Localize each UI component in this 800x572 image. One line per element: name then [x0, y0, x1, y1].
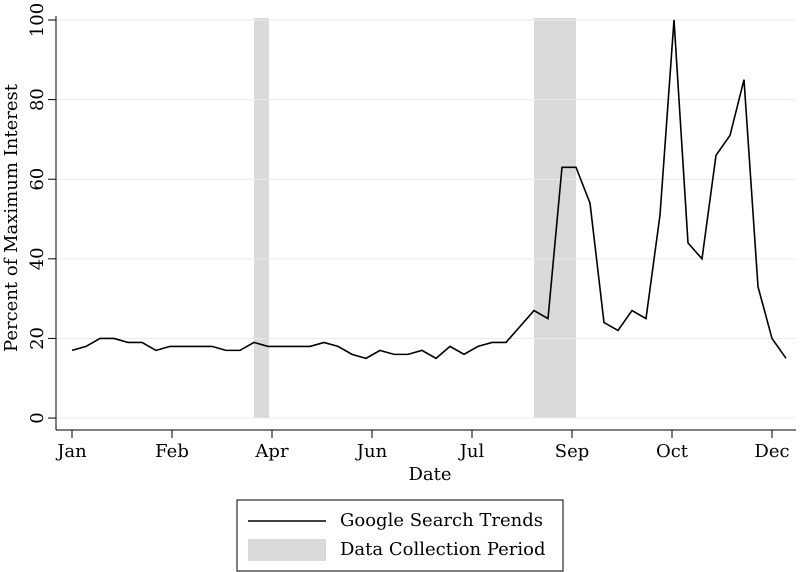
x-tick-label: Dec: [754, 441, 789, 462]
x-tick-label: Apr: [254, 441, 289, 462]
y-axis-title: Percent of Maximum Interest: [1, 83, 22, 352]
y-tick-label: 100: [27, 3, 48, 37]
shaded-period: [534, 18, 576, 419]
data-line: [71, 19, 787, 360]
x-tick-label: Jul: [458, 441, 485, 462]
y-tick-label: 80: [27, 88, 48, 111]
legend-label: Data Collection Period: [340, 539, 546, 560]
x-tick-label: Jan: [55, 441, 87, 462]
legend-swatch-band: [248, 539, 326, 561]
shaded-period: [254, 18, 269, 419]
y-tick-label: 0: [27, 412, 48, 423]
x-tick-label: Sep: [555, 441, 590, 462]
x-tick-label: Jun: [355, 441, 388, 462]
y-tick-label: 20: [27, 327, 48, 350]
x-tick-label: Feb: [155, 441, 189, 462]
y-tick-label: 40: [27, 247, 48, 270]
x-tick-label: Oct: [656, 441, 689, 462]
x-axis-title: Date: [408, 464, 451, 485]
y-tick-label: 60: [27, 168, 48, 191]
legend-label: Google Search Trends: [340, 510, 543, 531]
